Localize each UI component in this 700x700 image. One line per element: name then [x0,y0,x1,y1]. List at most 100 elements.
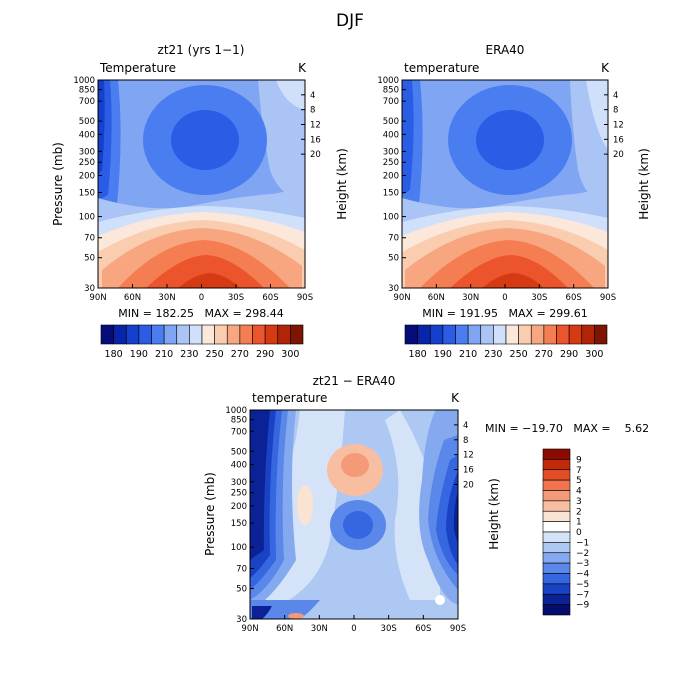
lat-tick-label: 60N [124,293,141,303]
colorbar-label: 230 [484,349,502,360]
colorbar-swatch [542,521,571,533]
colorbar-swatch [455,324,469,345]
height-tick-label: 8 [613,106,618,116]
pressure-tick-label: 30 [236,615,247,625]
pressure-tick-label: 150 [383,189,399,199]
colorbar-label: 290 [560,349,578,360]
pressure-tick-label: 250 [231,489,247,499]
panel-reanalysis: ERA40 temperature K 30507010015020025030… [377,43,651,360]
colorbar-label: −3 [576,559,589,569]
height-tick-label: 20 [310,150,321,160]
colorbar-label: 290 [256,349,274,360]
panel-reanalysis-variable: temperature [404,61,479,75]
colorbar-swatch [138,324,152,345]
colorbar-swatch [542,448,571,460]
colorbar-swatch [568,324,583,345]
height-tick-label: 12 [463,451,474,461]
temperature-difference-field [250,410,458,619]
lat-tick-label: 30N [311,624,328,634]
lat-tick-label: 30N [462,293,479,303]
lat-tick-label: 30S [531,293,547,303]
panel-difference-stats: MIN = −19.70 MAX = 5.62 [485,422,649,435]
pressure-tick-label: 70 [84,234,95,244]
colorbar-label: 270 [535,349,553,360]
height-tick-label: 16 [463,466,474,476]
colorbar-swatch [442,324,456,345]
colorbar-swatch [542,500,571,512]
pressure-tick-label: 70 [236,564,247,574]
colorbar-swatch [542,552,571,564]
colorbar-swatch [290,324,304,345]
figure-title: DJF [336,11,364,31]
ylabel-height-reanalysis: Height (km) [637,148,651,219]
colorbar-swatch [264,324,279,345]
ylabel-pressure-difference: Pressure (mb) [203,472,217,556]
colorbar-swatch [493,324,507,345]
pressure-tick-label: 200 [79,171,95,181]
lat-tick-label: 30S [381,624,397,634]
colorbar-label: 230 [180,349,198,360]
colorbar-swatch [239,324,253,345]
lat-tick-label: 90N [241,624,258,634]
lat-tick-label: 90S [600,293,616,303]
colorbar-swatch [277,324,291,345]
panel-reanalysis-title: ERA40 [486,43,525,57]
ylabel-height-model: Height (km) [335,148,349,219]
pressure-tick-label: 1000 [225,406,247,416]
panel-model-stats: MIN = 182.25 MAX = 298.44 [118,307,283,320]
colorbar-swatch [542,510,571,522]
lat-tick-label: 0 [351,624,356,634]
colorbar-label: 250 [510,349,528,360]
colorbar-label: 250 [206,349,224,360]
colorbar-swatch [467,324,482,345]
colorbar-swatch [226,324,241,345]
lat-tick-label: 60S [262,293,278,303]
pressure-tick-label: 400 [383,130,399,140]
colorbar-label: −5 [576,580,589,590]
colorbar-swatch [404,324,418,345]
temperature-field-model [98,80,305,288]
colorbar-label: 210 [459,349,477,360]
lat-tick-label: 90N [89,293,106,303]
pressure-tick-label: 50 [388,254,399,264]
height-tick-label: 16 [613,135,624,145]
colorbar-swatch [542,604,571,616]
colorbar-swatch [429,324,444,345]
pressure-tick-label: 30 [84,284,95,294]
height-tick-label: 8 [310,106,315,116]
colorbar-reanalysis: 180 190 210 230 250 270 290 300 [404,324,608,360]
colorbar-label: 2 [576,507,582,517]
colorbar-swatch [542,583,571,595]
colorbar-label: 300 [281,349,299,360]
lat-tick-label: 60N [276,624,293,634]
colorbar-swatch [542,573,571,585]
lat-tick-label: 0 [502,293,507,303]
pressure-tick-label: 300 [79,147,95,157]
colorbar-swatch [542,459,571,471]
colorbar-swatch [163,324,178,345]
colorbar-swatch [125,324,140,345]
lat-labels-difference: 90N 60N 30N 0 30S 60S 90S [241,615,466,634]
colorbar-label: −4 [576,570,590,580]
colorbar-swatch [100,324,114,345]
colorbar-label: −1 [576,538,589,548]
height-labels-model: 20 16 12 8 4 [301,91,321,160]
pressure-tick-label: 50 [236,585,247,595]
lat-tick-label: 0 [199,293,204,303]
colorbar-swatch [518,324,532,345]
panel-difference-title: zt21 − ERA40 [313,374,396,388]
colorbar-swatch [542,542,571,554]
colorbar-swatch [542,531,571,543]
pressure-tick-label: 500 [79,117,95,127]
pressure-tick-label: 850 [79,86,95,96]
pressure-tick-label: 400 [231,461,247,471]
pressure-tick-label: 500 [383,117,399,127]
pressure-tick-label: 850 [383,86,399,96]
pressure-tick-label: 300 [383,147,399,157]
colorbar-swatch [189,324,203,345]
panel-model-title: zt21 (yrs 1−1) [158,43,245,57]
pressure-tick-label: 300 [231,478,247,488]
